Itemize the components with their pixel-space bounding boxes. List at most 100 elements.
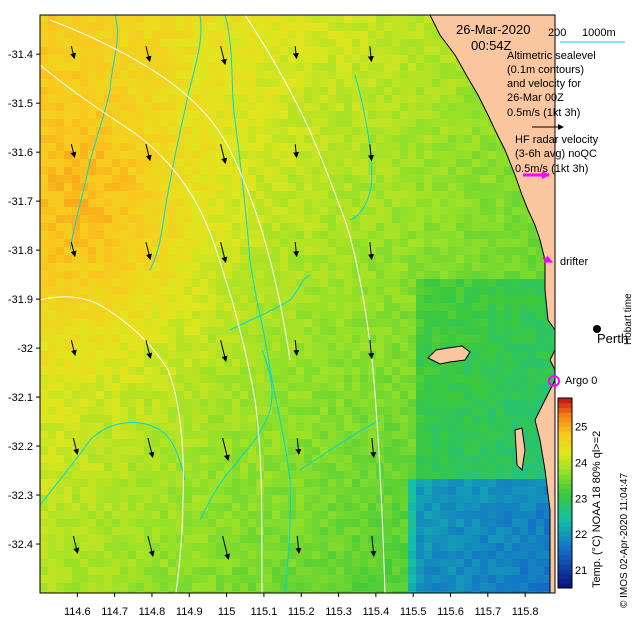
isobath-south bbox=[40, 422, 186, 506]
altimetry-arrow bbox=[367, 144, 374, 162]
altimetry-arrow bbox=[222, 437, 230, 462]
altimetry-arrow bbox=[72, 535, 80, 554]
altimetry-arrow bbox=[368, 340, 375, 360]
sealevel-contours bbox=[40, 15, 386, 593]
plot-frame bbox=[39, 14, 556, 594]
isobath-shelf bbox=[349, 74, 373, 221]
lat-tick-label: -32 bbox=[17, 343, 33, 355]
isobath-south2 bbox=[199, 349, 273, 521]
isobath-mid bbox=[229, 274, 311, 331]
lat-tick-label: -31.8 bbox=[8, 245, 33, 257]
lon-tick-label: 115.5 bbox=[400, 606, 427, 618]
altimetry-line-1: Altimetric sealevel bbox=[507, 50, 596, 62]
lon-tick-label: 115.1 bbox=[251, 606, 278, 618]
lat-tick-label: -31.9 bbox=[8, 294, 33, 306]
drifter-label: drifter bbox=[560, 256, 588, 268]
altimetry-arrow bbox=[70, 144, 77, 159]
bathymetry-label-1000: 1000m bbox=[582, 27, 616, 39]
lon-tick-label: 115.6 bbox=[437, 606, 464, 618]
altimetry-line-3: and velocity for bbox=[507, 78, 581, 90]
argo-label: Argo 0 bbox=[565, 375, 597, 387]
lon-tick-label: 115.4 bbox=[363, 606, 390, 618]
lat-tick-label: -32.3 bbox=[8, 490, 33, 502]
altimetry-line-5: 0.5m/s (1kt 3h) bbox=[507, 107, 580, 119]
altimetry-arrow bbox=[147, 437, 155, 459]
altimetry-arrow bbox=[367, 46, 374, 63]
altimetry-arrow bbox=[220, 339, 228, 363]
colorbar-tick-label: 24 bbox=[575, 458, 587, 470]
lat-tick-label: -32.1 bbox=[8, 392, 33, 404]
isobath-east bbox=[299, 419, 381, 471]
altimetry-arrow bbox=[220, 241, 228, 264]
hf-radar-line-2: (3-6h avg) noQC bbox=[515, 148, 597, 160]
altimetry-arrow bbox=[145, 241, 152, 261]
altimetry-arrow bbox=[293, 242, 300, 258]
hf-radar-line-3: 0.5m/s (1kt 3h) bbox=[515, 163, 588, 175]
altimetry-arrow bbox=[293, 144, 300, 159]
altimetry-arrow bbox=[220, 144, 228, 165]
altimetry-arrow bbox=[147, 535, 155, 557]
lat-tick-label: -31.7 bbox=[8, 196, 33, 208]
altimetry-line-2: (0.1m contours) bbox=[507, 64, 584, 76]
perth-marker bbox=[593, 325, 601, 333]
altimetry-velocity-arrows bbox=[70, 46, 377, 560]
altimetry-arrow bbox=[368, 242, 375, 261]
lon-tick-label: 114.6 bbox=[64, 606, 91, 618]
altimetry-arrow bbox=[72, 437, 80, 456]
altimetry-arrow bbox=[293, 340, 300, 357]
lon-tick-label: 114.8 bbox=[139, 606, 166, 618]
map-legend: 26-Mar-2020 00:54Z 200 1000m Altimetric … bbox=[456, 22, 628, 387]
lon-tick-label: 114.9 bbox=[176, 606, 203, 618]
credit-label: © IMOS 02-Apr-2020 11:04:47 bbox=[619, 473, 630, 608]
altimetry-arrow bbox=[370, 535, 377, 558]
hobart-time-label: Hobart time bbox=[623, 293, 634, 345]
colorbar-tick-label: 21 bbox=[575, 565, 587, 577]
altimetry-arrow bbox=[145, 144, 152, 162]
drifter-marker bbox=[542, 255, 553, 263]
lon-tick-label: 115 bbox=[218, 606, 236, 618]
colorbar-tick-label: 25 bbox=[575, 422, 587, 434]
altimetry-arrow bbox=[292, 46, 299, 60]
isobath-1000m bbox=[224, 15, 292, 593]
island-garden bbox=[514, 427, 526, 472]
altimetry-arrow bbox=[222, 535, 231, 560]
altimetry-arrow bbox=[295, 438, 302, 456]
colorbar-tick-label: 22 bbox=[575, 529, 587, 541]
lon-tick-label: 115.7 bbox=[474, 606, 501, 618]
lon-tick-label: 115.2 bbox=[288, 606, 315, 618]
altimetry-arrow bbox=[145, 339, 153, 360]
map-time: 00:54Z bbox=[471, 38, 512, 53]
bathymetry-label-200: 200 bbox=[548, 27, 566, 39]
latitude-axis: -31.4 -31.5 -31.6 -31.7 -31.8 -31.9 -32 -32.1 -3… bbox=[8, 49, 40, 551]
lon-tick-label: 115.3 bbox=[325, 606, 352, 618]
island-rottnest bbox=[427, 345, 471, 365]
lat-tick-label: -32.4 bbox=[8, 539, 33, 551]
temperature-colorbar: 21 22 23 24 25 bbox=[557, 397, 587, 589]
isobath-200m-inner bbox=[149, 15, 202, 271]
hf-radar-line-1: HF radar velocity bbox=[515, 134, 599, 146]
colorbar-frame bbox=[557, 397, 573, 589]
isobath-200m bbox=[69, 15, 118, 251]
isobath-contours bbox=[40, 15, 381, 593]
altimetry-arrow bbox=[70, 339, 77, 357]
argo-marker bbox=[548, 375, 560, 387]
map-date: 26-Mar-2020 bbox=[456, 22, 530, 37]
longitude-axis: 114.6 114.7 114.8 114.9 115 115.1 115.2 115.3 11… bbox=[64, 593, 539, 618]
land-mass bbox=[429, 14, 556, 594]
lat-tick-label: -31.5 bbox=[8, 98, 33, 110]
perth-label: Perth bbox=[597, 331, 628, 346]
lon-tick-label: 115.8 bbox=[512, 606, 539, 618]
altimetry-arrow bbox=[370, 438, 377, 459]
lat-tick-label: -32.2 bbox=[8, 441, 33, 453]
altimetry-arrow bbox=[70, 241, 77, 258]
colorbar-title: Temp. (°C) NOAA 18 80% ql>=2 bbox=[591, 431, 603, 588]
altimetry-arrow bbox=[70, 46, 77, 60]
altimetry-line-4: 26-Mar 00Z bbox=[507, 92, 564, 104]
colorbar-tick-label: 23 bbox=[575, 493, 587, 505]
altimetry-arrow bbox=[295, 535, 302, 555]
lat-tick-label: -31.6 bbox=[8, 147, 33, 159]
altimetry-arrow bbox=[220, 46, 227, 66]
altimetry-arrow bbox=[145, 46, 152, 63]
lon-tick-label: 114.7 bbox=[101, 606, 128, 618]
